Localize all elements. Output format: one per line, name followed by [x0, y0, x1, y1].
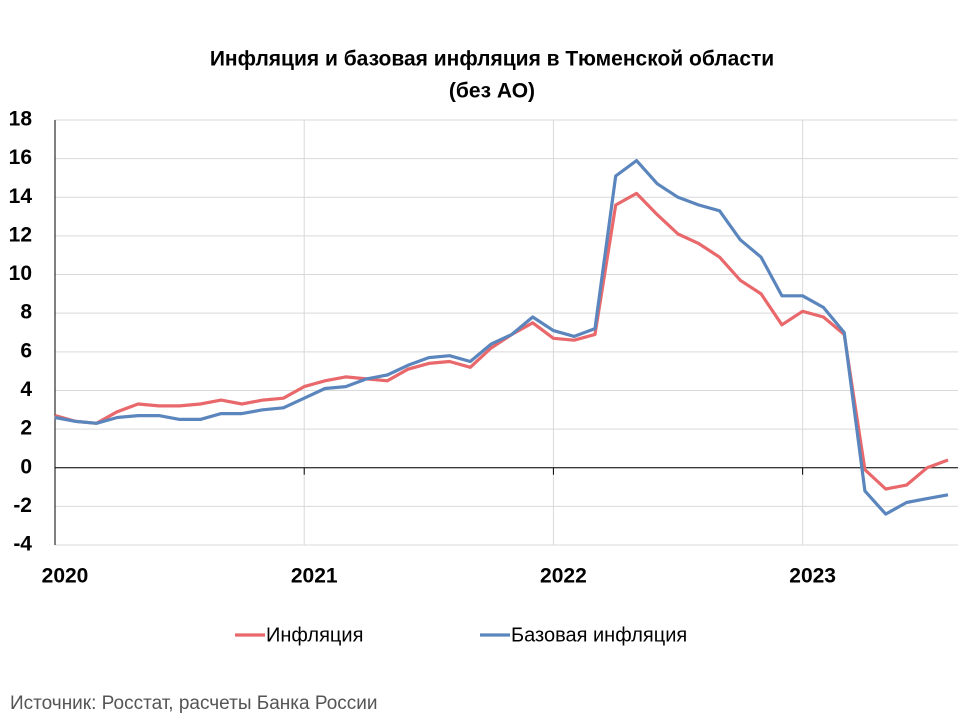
y-tick-label: 12 — [9, 223, 32, 246]
series-line — [54, 159, 949, 516]
series-line — [54, 191, 949, 491]
y-tick-label: 4 — [20, 378, 32, 401]
y-tick-label: 8 — [20, 301, 32, 324]
y-tick-label: 2 — [20, 417, 32, 440]
x-tick-label: 2022 — [540, 565, 587, 588]
y-tick-label: 6 — [20, 339, 32, 362]
x-tick-label: 2023 — [789, 565, 836, 588]
source-note: Источник: Росстат, расчеты Банка России — [10, 693, 378, 714]
y-tick-label: -4 — [13, 533, 32, 556]
y-tick-label: 10 — [9, 262, 32, 285]
y-tick-label: -2 — [13, 494, 32, 517]
chart-title: (без АО) — [449, 80, 535, 103]
x-tick-label: 2021 — [291, 565, 338, 588]
y-tick-label: 18 — [9, 108, 33, 131]
x-tick-label: 2020 — [42, 565, 89, 588]
y-tick-label: 0 — [20, 455, 32, 478]
y-tick-label: 14 — [9, 185, 33, 208]
y-tick-label: 16 — [9, 146, 32, 169]
chart-title: Инфляция и базовая инфляция в Тюменской … — [210, 48, 774, 71]
legend-label: Базовая инфляция — [511, 624, 687, 646]
legend-label: Инфляция — [266, 624, 363, 646]
